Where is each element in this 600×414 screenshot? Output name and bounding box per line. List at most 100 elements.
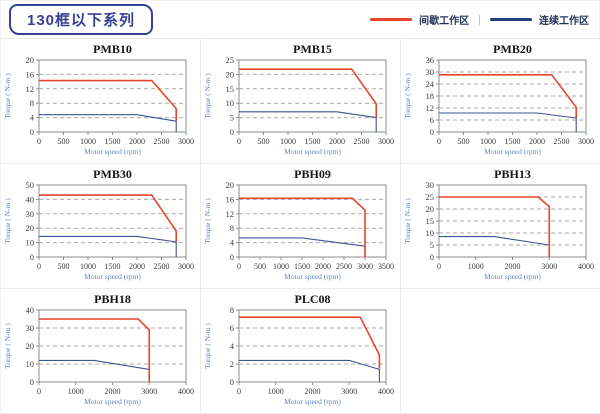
chart-cell-plc08: PLC08 0 2 4 6 8 0 1000 2000 3000 4000 Motor speed (… xyxy=(201,289,401,414)
svg-text:Torque ( N-m ): Torque ( N-m ) xyxy=(3,73,12,119)
svg-text:Motor speed (rpm): Motor speed (rpm) xyxy=(284,272,341,281)
svg-text:Torque ( N-m ): Torque ( N-m ) xyxy=(203,73,212,119)
svg-text:40: 40 xyxy=(26,305,35,315)
intermittent-line-swatch xyxy=(370,18,413,21)
svg-text:18: 18 xyxy=(426,91,435,101)
svg-text:0: 0 xyxy=(230,377,234,387)
svg-text:0: 0 xyxy=(230,252,234,262)
svg-text:Motor speed (rpm): Motor speed (rpm) xyxy=(284,397,341,406)
svg-text:8: 8 xyxy=(30,98,34,108)
svg-text:1500: 1500 xyxy=(305,137,321,146)
svg-text:20: 20 xyxy=(226,180,235,190)
svg-text:PBH18: PBH18 xyxy=(94,292,131,306)
svg-text:8: 8 xyxy=(230,305,234,315)
svg-text:0: 0 xyxy=(37,262,41,271)
svg-text:1000: 1000 xyxy=(268,387,284,396)
svg-text:20: 20 xyxy=(426,204,435,214)
svg-text:Motor speed (rpm): Motor speed (rpm) xyxy=(284,147,341,156)
chart-pmb10: PMB10 0 4 8 12 16 20 0 500 1000 1500 2000 2500 3000 Mo… xyxy=(3,42,194,156)
svg-text:4: 4 xyxy=(30,113,35,123)
svg-text:Torque ( N-m ): Torque ( N-m ) xyxy=(403,198,412,244)
svg-text:2500: 2500 xyxy=(154,262,170,271)
svg-text:10: 10 xyxy=(26,238,35,248)
chart-pbh13: PBH13 0 5 10 15 20 25 30 0 1000 2000 3000 4000 Motor … xyxy=(403,167,594,281)
chart-cell-pmb30: PMB30 0 10 20 30 40 50 0 500 1000 1500 2000 2500 3000… xyxy=(1,164,201,289)
legend-item-continuous: 连续工作区 xyxy=(490,12,589,27)
svg-text:0: 0 xyxy=(237,262,241,271)
svg-text:0: 0 xyxy=(430,127,434,137)
svg-text:10: 10 xyxy=(426,228,435,238)
svg-text:30: 30 xyxy=(26,323,35,333)
svg-text:8: 8 xyxy=(230,223,234,233)
svg-text:PMB30: PMB30 xyxy=(93,167,132,181)
svg-text:25: 25 xyxy=(426,192,435,202)
svg-text:0: 0 xyxy=(37,387,41,396)
svg-text:500: 500 xyxy=(254,262,266,271)
svg-text:3000: 3000 xyxy=(178,137,194,146)
series-title: 130框以下系列 xyxy=(9,4,154,35)
svg-text:3000: 3000 xyxy=(578,137,594,146)
svg-text:1000: 1000 xyxy=(80,137,96,146)
svg-text:500: 500 xyxy=(258,137,270,146)
svg-text:0: 0 xyxy=(237,137,241,146)
svg-text:3500: 3500 xyxy=(378,262,394,271)
svg-text:500: 500 xyxy=(58,262,70,271)
svg-text:Motor speed (rpm): Motor speed (rpm) xyxy=(84,397,141,406)
chart-pbh18: PBH18 0 10 20 30 40 0 1000 2000 3000 4000 Motor spe… xyxy=(3,292,194,406)
chart-cell-pbh09: PBH09 0 4 8 12 16 20 0 500 1000 1500 2000 2500 3000 35… xyxy=(201,164,401,289)
svg-text:2000: 2000 xyxy=(315,262,331,271)
svg-text:2000: 2000 xyxy=(505,262,521,271)
svg-text:2500: 2500 xyxy=(154,137,170,146)
svg-text:4000: 4000 xyxy=(378,387,394,396)
legend: 间歇工作区 | 连续工作区 xyxy=(370,12,589,27)
svg-text:PMB15: PMB15 xyxy=(293,42,332,56)
svg-text:1000: 1000 xyxy=(480,137,496,146)
svg-text:0: 0 xyxy=(437,137,441,146)
svg-text:16: 16 xyxy=(226,194,235,204)
svg-text:Motor speed (rpm): Motor speed (rpm) xyxy=(484,272,541,281)
chart-cell-pmb15: PMB15 0 5 10 15 20 25 0 500 1000 1500 2000 2500 3000 M… xyxy=(201,39,401,164)
svg-text:2000: 2000 xyxy=(129,262,145,271)
svg-text:50: 50 xyxy=(26,180,35,190)
svg-text:Torque ( N-m ): Torque ( N-m ) xyxy=(203,323,212,369)
empty-cell xyxy=(401,289,600,414)
svg-text:Torque ( N-m ): Torque ( N-m ) xyxy=(3,198,12,244)
svg-text:Motor speed (rpm): Motor speed (rpm) xyxy=(84,147,141,156)
svg-text:2000: 2000 xyxy=(129,137,145,146)
legend-label-continuous: 连续工作区 xyxy=(539,16,589,27)
svg-text:6: 6 xyxy=(430,115,434,125)
svg-text:0: 0 xyxy=(30,377,34,387)
svg-text:Torque ( N-m ): Torque ( N-m ) xyxy=(3,323,12,369)
chart-plc08: PLC08 0 2 4 6 8 0 1000 2000 3000 4000 Motor speed (… xyxy=(203,292,394,406)
chart-grid: PMB10 0 4 8 12 16 20 0 500 1000 1500 2000 2500 3000 Mo… xyxy=(1,39,600,414)
svg-text:3000: 3000 xyxy=(357,262,373,271)
svg-text:15: 15 xyxy=(226,84,235,94)
svg-text:0: 0 xyxy=(30,127,34,137)
svg-text:4: 4 xyxy=(230,341,235,351)
svg-text:PBH13: PBH13 xyxy=(494,167,531,181)
chart-cell-pbh13: PBH13 0 5 10 15 20 25 30 0 1000 2000 3000 4000 Motor … xyxy=(401,164,600,289)
svg-text:1000: 1000 xyxy=(273,262,289,271)
svg-text:3000: 3000 xyxy=(341,387,357,396)
svg-text:12: 12 xyxy=(226,209,235,219)
svg-text:0: 0 xyxy=(237,387,241,396)
svg-text:3000: 3000 xyxy=(378,137,394,146)
svg-text:10: 10 xyxy=(226,98,235,108)
svg-text:PMB10: PMB10 xyxy=(93,42,132,56)
svg-text:10: 10 xyxy=(26,359,35,369)
legend-separator: | xyxy=(478,13,481,26)
svg-text:30: 30 xyxy=(426,67,435,77)
svg-text:2000: 2000 xyxy=(105,387,121,396)
svg-text:3000: 3000 xyxy=(178,262,194,271)
svg-text:1000: 1000 xyxy=(80,262,96,271)
svg-text:500: 500 xyxy=(58,137,70,146)
svg-text:Torque ( N-m ): Torque ( N-m ) xyxy=(203,198,212,244)
svg-text:2000: 2000 xyxy=(305,387,321,396)
svg-text:0: 0 xyxy=(30,252,34,262)
svg-text:PBH09: PBH09 xyxy=(294,167,331,181)
svg-text:20: 20 xyxy=(226,69,235,79)
svg-text:1000: 1000 xyxy=(68,387,84,396)
svg-text:3000: 3000 xyxy=(141,387,157,396)
